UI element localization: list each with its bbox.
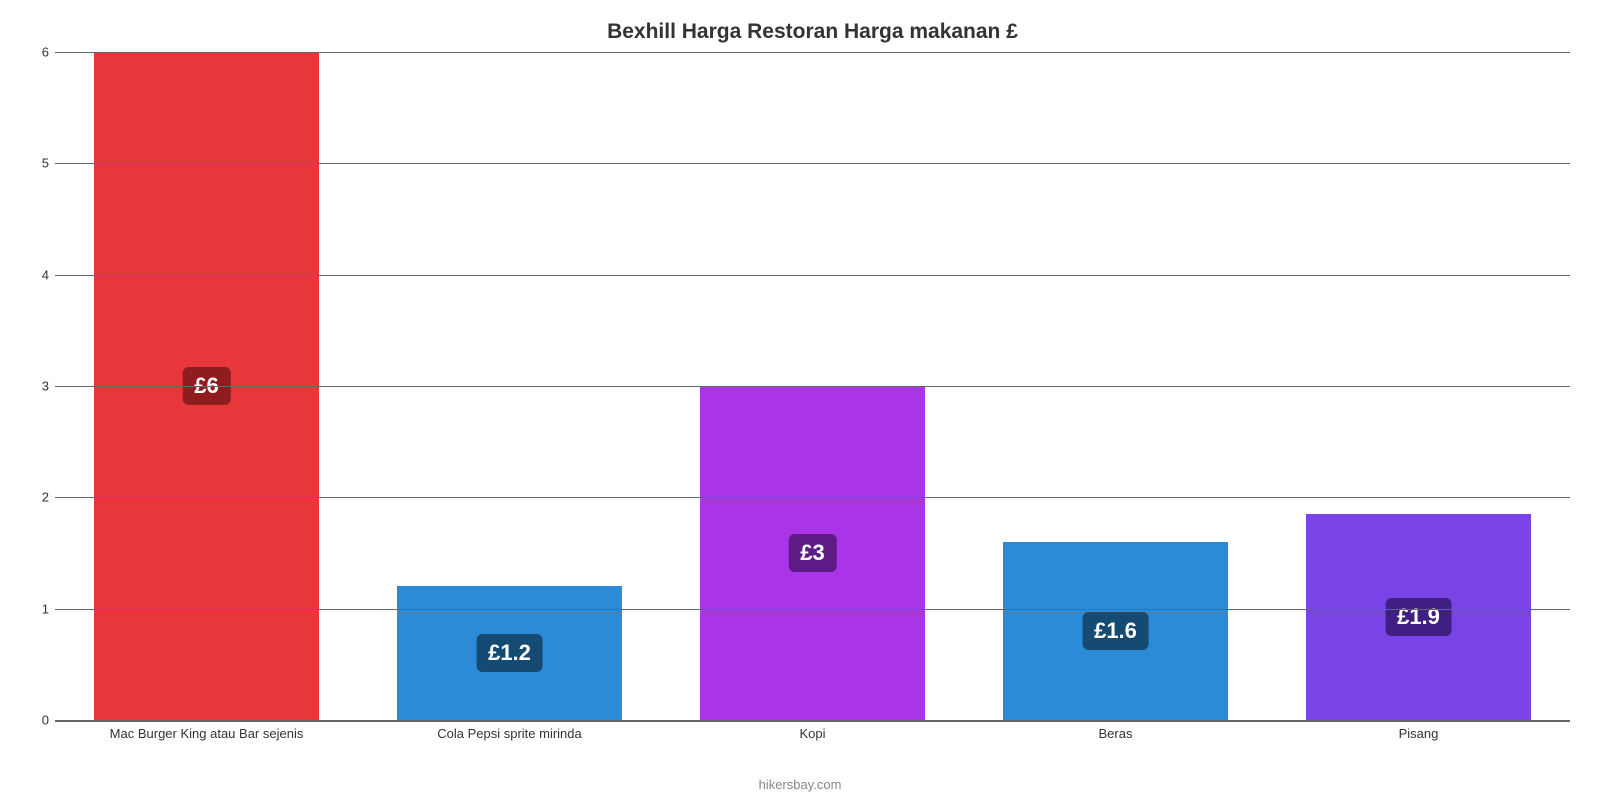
x-tick-label: Pisang [1267,720,1570,741]
plot-area: £6£1.2£3£1.6£1.9 Mac Burger King atau Ba… [55,52,1570,722]
y-tick-label: 6 [27,45,49,60]
y-tick-label: 1 [27,601,49,616]
y-tick-label: 4 [27,267,49,282]
x-tick-label: Kopi [661,720,964,741]
gridline [55,497,1570,498]
x-tick-label: Cola Pepsi sprite mirinda [358,720,661,741]
bar: £1.9 [1306,514,1530,720]
gridline [55,275,1570,276]
y-tick-label: 3 [27,379,49,394]
x-tick-label: Beras [964,720,1267,741]
bar: £1.6 [1003,542,1227,720]
x-axis-labels: Mac Burger King atau Bar sejenisCola Pep… [55,720,1570,741]
gridline [55,609,1570,610]
y-tick-label: 5 [27,156,49,171]
bar: £3 [700,386,924,720]
gridline [55,163,1570,164]
value-badge: £1.2 [476,634,543,672]
gridline [55,386,1570,387]
x-tick-label: Mac Burger King atau Bar sejenis [55,720,358,741]
y-tick-label: 2 [27,490,49,505]
value-badge: £3 [788,534,836,572]
y-tick-label: 0 [27,713,49,728]
bar: £1.2 [397,586,621,720]
gridline [55,52,1570,53]
price-chart: Bexhill Harga Restoran Harga makanan £ £… [0,0,1600,800]
chart-title: Bexhill Harga Restoran Harga makanan £ [55,20,1570,44]
chart-credit: hikersbay.com [0,777,1600,792]
value-badge: £1.9 [1385,598,1452,636]
value-badge: £1.6 [1082,612,1149,650]
